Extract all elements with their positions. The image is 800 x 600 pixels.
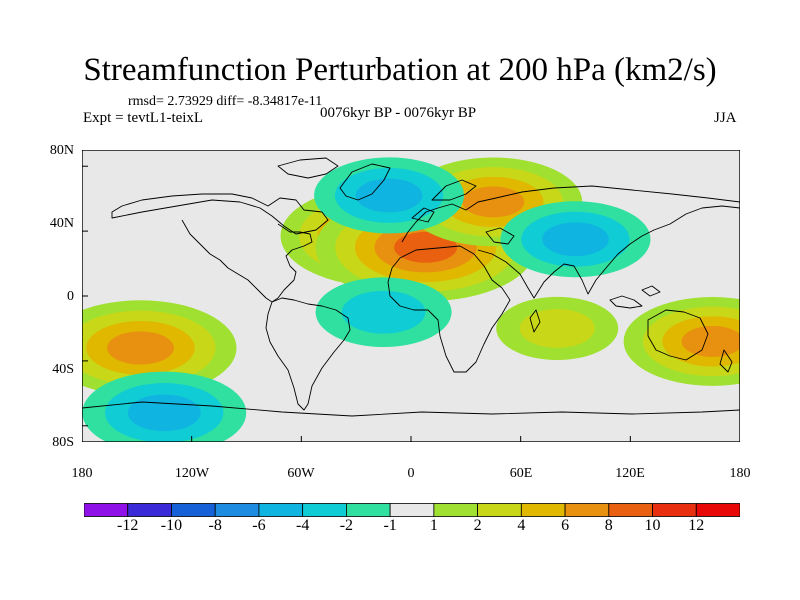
colorbar-box-2 (171, 503, 216, 517)
lat-label-0: 0 (67, 289, 74, 304)
lon-label-60w: 60W (287, 466, 315, 481)
lat-label-80n: 80N (49, 143, 74, 158)
streamfunction-map (82, 150, 740, 442)
colorbar-label: 10 (644, 517, 661, 534)
colorbar-box-12 (608, 503, 653, 517)
colorbar-box-1 (127, 503, 172, 517)
lat-label-80s: 80S (52, 435, 74, 450)
plot-title: Streamfunction Perturbation at 200 hPa (… (83, 52, 717, 88)
experiment-label: Expt = tevtL1-teixL (83, 110, 204, 126)
colorbar-label: 8 (604, 517, 613, 534)
colorbar-box-14 (695, 503, 740, 517)
coastlines (82, 157, 740, 417)
colorbar-label: -10 (160, 517, 183, 534)
lon-label-0: 0 (407, 466, 415, 481)
stats-text: rmsd= 2.73929 diff= -8.34817e-11 (128, 94, 323, 109)
colorbar-label: -8 (208, 517, 222, 534)
colorbar-label: 6 (561, 517, 570, 534)
contour-feature-3-level-3 (681, 325, 740, 357)
colorbar-box-10 (520, 503, 566, 517)
contour-feature-5-level-2 (127, 394, 201, 432)
lat-label-40s: 40S (52, 362, 74, 377)
colorbar (84, 503, 740, 517)
colorbar-label: -12 (117, 517, 139, 534)
lon-label-120e: 120E (615, 466, 645, 481)
axis-ticks (82, 165, 740, 442)
contour-feature-6-level-2 (542, 222, 609, 257)
colorbar-box-9 (477, 503, 522, 517)
contour-feature-8-level-1 (519, 308, 595, 348)
contour-feature-9-level-1 (341, 290, 426, 334)
colorbar-label: 12 (688, 517, 705, 534)
lat-label-40n: 40N (49, 216, 74, 231)
colorbar-box-4 (258, 503, 304, 517)
contour-feature-4-level-3 (107, 331, 174, 365)
colorbar-box-3 (214, 503, 260, 517)
lon-label-180e: 180 (729, 466, 751, 481)
colorbar-box-11 (564, 503, 610, 517)
lon-label-60e: 60E (509, 466, 533, 481)
contour-feature-7-level-2 (355, 178, 423, 213)
colorbar-box-8 (433, 503, 479, 517)
contour-feature-1-level-4 (394, 231, 458, 263)
lon-label-120w: 120W (174, 466, 210, 481)
colorbar-box-0 (84, 503, 129, 517)
colorbar-label: 4 (517, 517, 526, 534)
period-label: 0076kyr BP - 0076kyr BP (320, 105, 477, 121)
contour-fills (82, 157, 740, 442)
colorbar-box-6 (345, 503, 391, 517)
colorbar-box-7 (389, 503, 435, 517)
lon-label-180w: 180 (71, 466, 93, 481)
colorbar-label: 2 (473, 517, 482, 534)
colorbar-label: -4 (295, 517, 310, 534)
colorbar-label: 1 (429, 517, 438, 534)
colorbar-box-13 (652, 503, 697, 517)
contour-feature-2-level-3 (462, 186, 525, 218)
colorbar-label: -1 (383, 517, 397, 534)
colorbar-label: -2 (339, 517, 354, 534)
colorbar-box-5 (302, 503, 347, 517)
season-label: JJA (714, 110, 737, 126)
colorbar-label: -6 (252, 517, 266, 534)
